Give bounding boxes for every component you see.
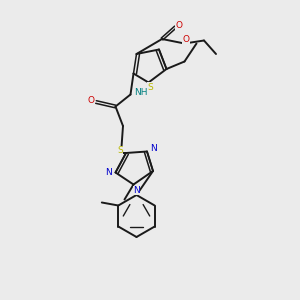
Text: N: N	[133, 186, 140, 195]
Text: N: N	[150, 144, 157, 153]
Text: S: S	[147, 82, 153, 91]
Text: NH: NH	[134, 88, 148, 97]
Text: O: O	[87, 96, 94, 105]
Text: S: S	[117, 146, 123, 155]
Text: O: O	[182, 35, 190, 44]
Text: O: O	[176, 21, 183, 30]
Text: N: N	[106, 168, 112, 177]
